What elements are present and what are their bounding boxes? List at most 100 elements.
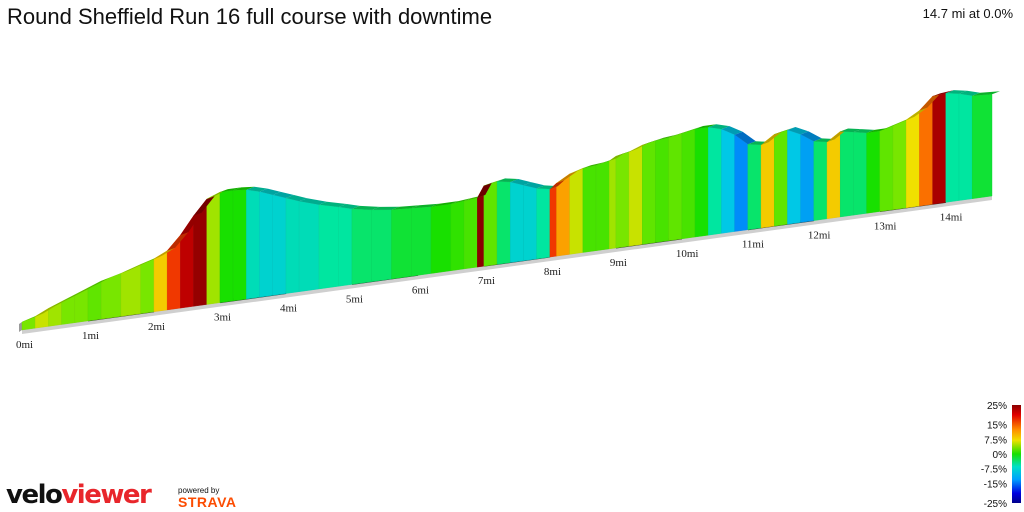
profile-top-segment: [140, 255, 162, 265]
mile-tick-label: 7mi: [478, 275, 495, 287]
mile-tick-label: 1mi: [82, 330, 99, 342]
veloviewer-logo[interactable]: veloviewer: [6, 480, 152, 510]
profile-top-segment: [800, 131, 822, 142]
profile-top-surface: [22, 90, 1000, 322]
profile-top-segment: [708, 124, 730, 130]
profile-top-segment: [879, 122, 902, 131]
profile-top-segment: [180, 212, 202, 236]
mile-tick-label: 10mi: [676, 248, 699, 260]
profile-top-segment: [827, 128, 849, 143]
profile-top-segment: [285, 195, 308, 202]
profile-top-segment: [431, 200, 459, 207]
profile-top-segment: [747, 141, 770, 145]
mile-tick-labels: 0mi 1mi 2mi 3mi 4mi 5mi 6mi 7mi 8mi 9mi 10mi 11mi 12…: [16, 211, 962, 351]
profile-top-segment: [549, 180, 565, 190]
logo-viewer-text: viewer: [61, 480, 151, 510]
profile-top-segment: [219, 187, 242, 193]
profile-base-strip: [22, 196, 992, 334]
mile-tick-label: 13mi: [874, 220, 897, 232]
profile-top-segment: [761, 131, 783, 145]
profile-top-segment: [893, 116, 915, 126]
profile-top-segment: [272, 191, 294, 199]
legend-tick-label: -15%: [984, 479, 1007, 490]
profile-top-segment: [695, 124, 717, 130]
profile-top-segment: [734, 131, 756, 145]
profile-top-segment: [932, 90, 954, 97]
profile-top-segment: [523, 182, 545, 189]
mile-tick-label: 4mi: [280, 303, 297, 315]
profile-top-segment: [48, 298, 70, 309]
legend-tick-label: -25%: [984, 499, 1007, 510]
mile-tick-label: 12mi: [808, 230, 831, 242]
profile-top-segment: [840, 128, 862, 133]
profile-top-segment: [582, 162, 605, 169]
mile-tick-label: 5mi: [346, 293, 363, 305]
profile-top-segment: [391, 205, 420, 210]
legend-tick-label: -7.5%: [981, 465, 1007, 476]
mile-tick-label: 6mi: [412, 284, 429, 296]
profile-top-segment: [629, 142, 651, 152]
gradient-legend-labels: 25% 15% 7.5% 0% -7.5% -15% -25%: [981, 401, 1007, 510]
profile-top-segment: [655, 134, 677, 141]
profile-top-segment: [120, 261, 149, 274]
profile-top-segment: [477, 182, 492, 198]
gradient-legend-bar: [1012, 405, 1021, 503]
profile-top-segment: [681, 126, 704, 134]
strava-logo[interactable]: STRAVA: [178, 494, 237, 510]
profile-top-segment: [74, 284, 96, 295]
legend-tick-label: 0%: [993, 450, 1008, 461]
profile-top-segment: [153, 247, 176, 259]
profile-top-segment: [919, 93, 941, 111]
profile-top-segment: [642, 137, 664, 146]
powered-by-label: powered by: [178, 486, 220, 495]
profile-top-segment: [483, 178, 506, 186]
profile-top-segment: [371, 206, 400, 210]
profile-top-segment: [35, 305, 57, 317]
profile-top-segment: [609, 153, 624, 161]
profile-top-segment: [233, 186, 255, 191]
chart-title: Round Sheffield Run 16 full course with …: [7, 4, 493, 29]
profile-top-segment: [787, 127, 809, 135]
profile-top-segment: [959, 90, 981, 96]
legend-tick-label: 25%: [987, 401, 1007, 412]
mile-tick-label: 0mi: [16, 339, 33, 351]
profile-top-segment: [351, 205, 380, 210]
profile-top-segment: [259, 188, 281, 195]
mile-tick-label: 2mi: [148, 321, 165, 333]
profile-top-segment: [866, 127, 888, 133]
profile-top-segment: [774, 127, 796, 135]
profile-top-segment: [61, 291, 83, 302]
profile-top-segment: [87, 278, 110, 288]
mile-tick-label: 9mi: [610, 257, 627, 269]
mile-tick-label: 14mi: [940, 211, 963, 223]
profile-top-segment: [668, 130, 690, 138]
profile-top-segment: [450, 197, 473, 204]
profile-segments: [21, 92, 993, 331]
legend-tick-label: 15%: [987, 421, 1007, 432]
profile-top-segment: [972, 91, 1000, 96]
profile-top-segment: [318, 201, 347, 207]
profile-top-segment: [299, 198, 327, 205]
profile-top-segment: [497, 178, 519, 183]
logo-velo-text: velo: [6, 480, 63, 510]
profile-top-segment: [411, 203, 440, 209]
profile-top-segment: [721, 126, 743, 135]
profile-top-segment: [813, 138, 836, 143]
mile-tick-label: 11mi: [742, 239, 764, 251]
profile-top-segment: [853, 129, 875, 133]
profile-end-cap: [19, 322, 22, 332]
profile-top-segment: [556, 170, 578, 184]
profile-top-segment: [167, 232, 189, 251]
distance-summary: 14.7 mi at 0.0%: [922, 6, 1013, 21]
legend-tick-label: 7.5%: [984, 435, 1007, 446]
mile-tick-label: 3mi: [214, 312, 231, 324]
profile-top-segment: [510, 179, 532, 186]
mile-tick-label: 8mi: [544, 266, 561, 278]
profile-top-segment: [536, 185, 558, 190]
profile-top-segment: [193, 195, 215, 216]
profile-top-segment: [338, 203, 360, 209]
profile-top-segment: [101, 270, 129, 282]
profile-top-segment: [945, 90, 968, 94]
